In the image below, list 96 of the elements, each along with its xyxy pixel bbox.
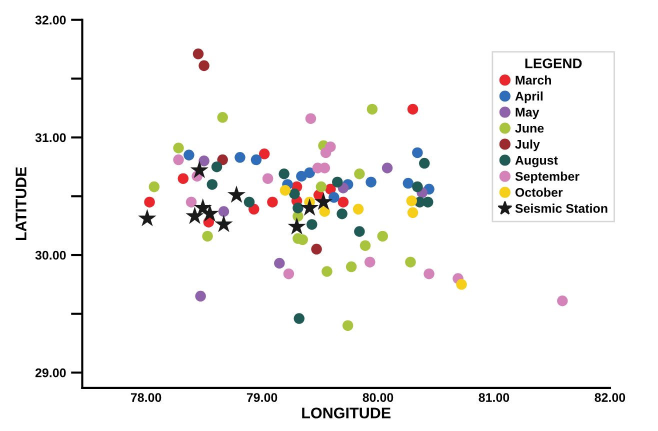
point	[173, 154, 184, 166]
point	[278, 168, 290, 180]
point	[195, 290, 206, 302]
point	[338, 196, 349, 208]
point	[402, 178, 414, 189]
point	[346, 261, 357, 272]
x-tick-label: 79.00	[246, 393, 278, 402]
point	[190, 160, 208, 178]
point	[148, 181, 160, 192]
point	[422, 196, 434, 208]
point	[306, 219, 318, 230]
point	[289, 188, 300, 200]
point	[244, 196, 255, 208]
legend-label: October	[515, 188, 563, 197]
point	[173, 142, 184, 154]
legend-label: August	[515, 156, 558, 168]
point	[283, 268, 294, 280]
point	[198, 60, 210, 72]
x-tick-label: 81.00	[478, 393, 510, 402]
point	[217, 154, 228, 166]
point	[311, 244, 322, 255]
point	[288, 217, 306, 235]
y-tick-label: 29.00	[35, 368, 66, 378]
point	[366, 176, 376, 188]
point	[332, 176, 343, 188]
point	[557, 296, 568, 306]
point	[364, 256, 376, 268]
point	[424, 268, 434, 280]
point	[319, 206, 330, 217]
point	[328, 192, 340, 203]
point	[192, 48, 204, 60]
point	[280, 184, 291, 196]
x-tick-label: 78.00	[130, 393, 162, 402]
point	[305, 113, 316, 124]
point	[258, 148, 270, 160]
point	[206, 179, 218, 190]
point	[198, 156, 210, 166]
x-tick-label: 82.00	[594, 393, 626, 402]
point	[234, 152, 246, 163]
point	[262, 173, 274, 184]
legend-label: September	[515, 172, 580, 184]
legend-label: Seismic Station	[515, 204, 608, 213]
point	[382, 162, 393, 174]
point	[342, 320, 354, 331]
point	[325, 141, 336, 152]
point	[217, 112, 228, 123]
y-tick-label: 30.00	[35, 250, 66, 260]
point	[412, 181, 423, 192]
y-tick-label: 32.00	[35, 16, 66, 24]
point	[214, 214, 233, 232]
point	[352, 204, 364, 215]
point	[377, 230, 388, 242]
point	[138, 208, 156, 226]
point	[202, 230, 213, 242]
point	[406, 196, 418, 206]
point	[296, 170, 307, 182]
y-axis-title: LATITUDE	[16, 167, 26, 240]
legend-label: May	[516, 108, 540, 120]
point	[314, 192, 333, 210]
point	[178, 173, 189, 184]
point	[300, 198, 319, 216]
point	[211, 161, 222, 172]
point	[456, 279, 467, 290]
point	[322, 266, 332, 277]
point	[294, 313, 305, 324]
point	[407, 104, 418, 115]
legend-title: LEGEND	[525, 58, 582, 68]
point	[186, 206, 204, 224]
point	[366, 104, 378, 115]
point	[316, 181, 327, 192]
legend-label: July	[515, 140, 540, 152]
point	[304, 167, 315, 178]
x-axis-title: LONGITUDE	[302, 408, 390, 418]
point	[218, 206, 230, 217]
legend-label: April	[515, 91, 543, 104]
point	[250, 154, 262, 166]
legend-label: June	[515, 124, 544, 133]
point	[405, 256, 416, 268]
point	[419, 158, 430, 169]
point	[267, 196, 278, 208]
y-tick-label: 31.00	[35, 133, 66, 142]
point	[274, 258, 285, 269]
x-tick-label: 80.00	[362, 393, 394, 402]
point	[336, 208, 348, 220]
point	[292, 202, 304, 214]
point	[360, 240, 371, 251]
point	[227, 185, 246, 203]
legend-label: March	[516, 75, 551, 85]
point	[412, 147, 423, 158]
point	[354, 226, 365, 237]
point	[186, 196, 197, 208]
point	[200, 204, 219, 222]
point	[407, 207, 418, 218]
point	[354, 168, 365, 180]
point	[184, 150, 194, 160]
point	[144, 196, 155, 208]
